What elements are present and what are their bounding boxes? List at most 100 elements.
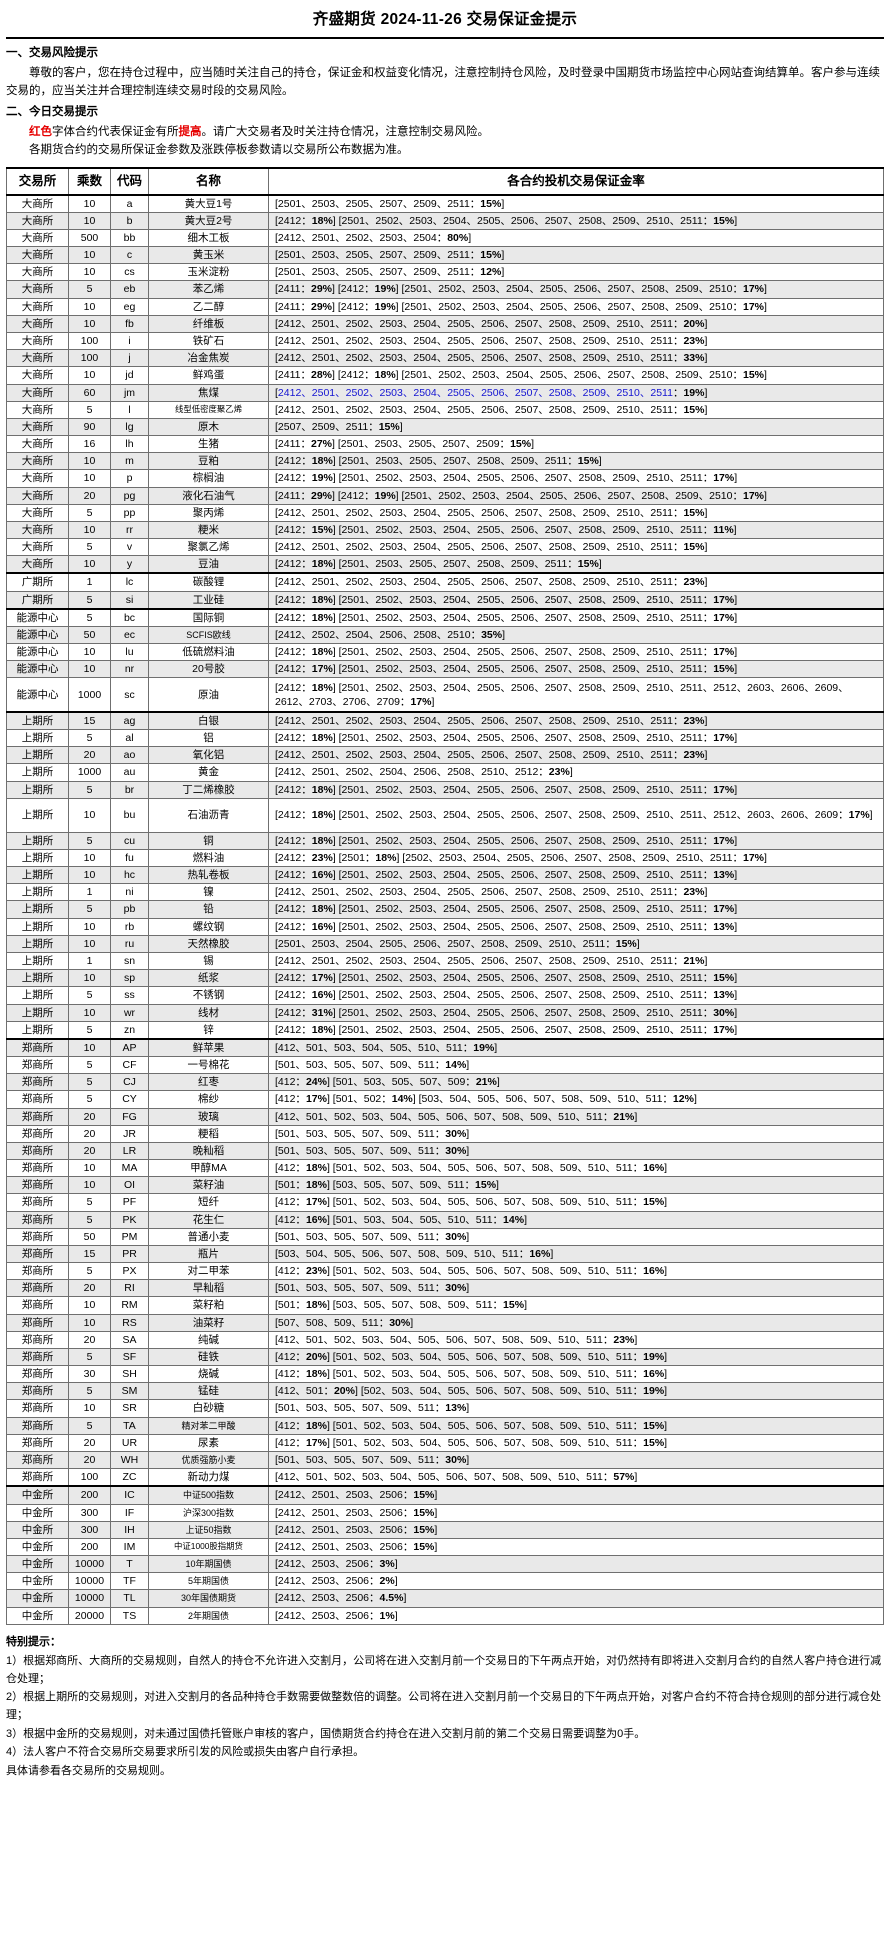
cell-code: p: [110, 469, 149, 488]
cell-exchange: 能源中心: [6, 625, 69, 645]
table-row: 上期所 1000 au 黄金 [2412、2501、2502、2504、2506、250…: [6, 763, 884, 782]
cell-exchange: 上期所: [6, 934, 69, 954]
cell-exchange: 上期所: [6, 797, 69, 833]
cell-name: 玉米淀粉: [148, 263, 269, 282]
cell-margin-rate: [501、503、505、507、509、511：30%]: [268, 1141, 884, 1161]
table-row: 郑商所 100 ZC 新动力煤 [412、501、502、503、504、505、506…: [6, 1468, 884, 1487]
cell-margin-rate: [2501、2503、2504、2505、2506、2507、2508、2509…: [268, 934, 884, 954]
cell-margin-rate: [501、503、505、507、509、511：30%]: [268, 1450, 884, 1470]
table-row: 郑商所 5 CF 一号棉花 [501、503、505、507、509、511：14%]: [6, 1056, 884, 1075]
cell-code: PX: [110, 1262, 149, 1281]
cell-code: PK: [110, 1210, 149, 1229]
cell-exchange: 郑商所: [6, 1124, 69, 1143]
risk-warning-paragraph: 尊敬的客户，您在持仓过程中，应当随时关注自己的持仓，保证金和权益变化情况，注意控…: [6, 66, 880, 98]
table-row: 上期所 10 ru 天然橡胶 [2501、2503、2504、2505、2506、250…: [6, 934, 884, 954]
cell-multiplier: 20: [68, 1107, 111, 1126]
cell-exchange: 郑商所: [6, 1037, 69, 1058]
table-row: 郑商所 10 SR 白砂糖 [501、503、505、507、509、511：13%]: [6, 1399, 884, 1418]
cell-exchange: 郑商所: [6, 1262, 69, 1281]
table-row: 郑商所 20 LR 晚籼稻 [501、503、505、507、509、511：30%]: [6, 1141, 884, 1161]
cell-exchange: 郑商所: [6, 1450, 69, 1470]
cell-name: 线型低密度聚乙烯: [148, 400, 269, 419]
cell-code: jm: [110, 383, 149, 402]
cell-name: 普通小麦: [148, 1227, 269, 1246]
cell-exchange: 上期所: [6, 780, 69, 799]
cell-code: RS: [110, 1313, 149, 1332]
cell-margin-rate: [2411：28%] [2412：18%] [2501、2502、2503、25…: [268, 366, 884, 385]
cell-exchange: 大商所: [6, 486, 69, 505]
cell-code: hc: [110, 866, 149, 885]
cell-exchange: 大商所: [6, 263, 69, 282]
table-row: 大商所 5 v 聚氯乙烯 [2412、2501、2502、2503、2504、2505、…: [6, 538, 884, 557]
cell-exchange: 郑商所: [6, 1193, 69, 1212]
cell-name: 一号棉花: [148, 1056, 269, 1075]
cell-code: PF: [110, 1193, 149, 1212]
cell-name: 中证1000股指期货: [148, 1537, 269, 1557]
cell-name: 白砂糖: [148, 1399, 269, 1418]
cell-margin-rate: [412：18%] [501、502、503、504、505、506、507、5…: [268, 1365, 884, 1384]
page-title: 齐盛期货 2024-11-26 交易保证金提示: [6, 0, 884, 39]
cell-exchange: 郑商所: [6, 1107, 69, 1126]
cell-exchange: 大商所: [6, 211, 69, 230]
table-row: 大商所 60 jm 焦煤 [2412、2501、2502、2503、2504、2505、…: [6, 383, 884, 402]
cell-margin-rate: [412：18%] [501、502、503、504、505、506、507、5…: [268, 1159, 884, 1178]
cell-name: 早籼稻: [148, 1279, 269, 1298]
cell-code: CF: [110, 1056, 149, 1075]
cell-margin-rate: [2412、2501、2502、2503、2504、2505、2506、2507…: [268, 883, 884, 902]
cell-name: 聚丙烯: [148, 503, 269, 522]
cell-code: FG: [110, 1107, 149, 1126]
cell-multiplier: 10: [68, 314, 111, 334]
table-row: 郑商所 20 WH 优质强筋小麦 [501、503、505、507、509、511：30…: [6, 1450, 884, 1470]
cell-name: 铜: [148, 831, 269, 850]
cell-multiplier: 16: [68, 435, 111, 454]
cell-exchange: 大商所: [6, 503, 69, 522]
cell-multiplier: 10: [68, 1176, 111, 1195]
cell-exchange: 郑商所: [6, 1159, 69, 1178]
cell-multiplier: 300: [68, 1503, 111, 1522]
cell-code: CJ: [110, 1073, 149, 1092]
cell-code: zn: [110, 1020, 149, 1040]
cell-exchange: 大商所: [6, 193, 69, 213]
cell-margin-rate: [2411：29%] [2412：19%] [2501、2502、2503、25…: [268, 297, 884, 316]
margin-table-body: 大商所 10 a 黄大豆1号 [2501、2503、2505、2507、2509、251…: [6, 193, 884, 1625]
cell-name: 液化石油气: [148, 486, 269, 505]
cell-name: 鲜苹果: [148, 1037, 269, 1058]
table-row: 上期所 1 sn 锡 [2412、2501、2502、2503、2504、2505、25…: [6, 951, 884, 971]
cell-name: 燃料油: [148, 848, 269, 868]
cell-name: 纤维板: [148, 314, 269, 334]
cell-code: IF: [110, 1503, 149, 1522]
cell-exchange: 上期所: [6, 729, 69, 748]
cell-code: b: [110, 211, 149, 230]
cell-exchange: 郑商所: [6, 1056, 69, 1075]
cell-code: j: [110, 349, 149, 368]
cell-code: cs: [110, 263, 149, 282]
cell-name: 低硫燃料油: [148, 643, 269, 662]
cell-code: RM: [110, 1296, 149, 1315]
cell-multiplier: 10: [68, 934, 111, 954]
cell-margin-rate: [2412：18%] [2501、2502、2503、2504、2505、250…: [268, 211, 884, 230]
cell-code: au: [110, 763, 149, 782]
cell-name: 工业硅: [148, 590, 269, 610]
cell-code: cu: [110, 831, 149, 850]
cell-margin-rate: [2412、2501、2502、2503、2504、2505、2506、2507…: [268, 746, 884, 765]
cell-code: bc: [110, 607, 149, 627]
today-notice-heading: 二、今日交易提示: [6, 105, 98, 118]
table-row: 郑商所 30 SH 烧碱 [412：18%] [501、502、503、504、505、…: [6, 1365, 884, 1384]
cell-exchange: 上期所: [6, 883, 69, 902]
cell-margin-rate: [2412、2501、2502、2503、2504、2505、2506、2507…: [268, 314, 884, 334]
table-row: 能源中心 5 bc 国际铜 [2412：18%] [2501、2502、2503、250…: [6, 607, 884, 627]
cell-multiplier: 5: [68, 538, 111, 557]
cell-multiplier: 5: [68, 900, 111, 919]
cell-exchange: 上期所: [6, 710, 69, 731]
cell-exchange: 大商所: [6, 246, 69, 265]
cell-exchange: 郑商所: [6, 1073, 69, 1092]
cell-code: si: [110, 590, 149, 610]
cell-name: 聚氯乙烯: [148, 538, 269, 557]
cell-multiplier: 20: [68, 1279, 111, 1298]
cell-multiplier: 5: [68, 1262, 111, 1281]
table-row: 大商所 10 jd 鲜鸡蛋 [2411：28%] [2412：18%] [2501、25…: [6, 366, 884, 385]
column-header-name: 名称: [148, 166, 269, 196]
cell-margin-rate: [412、501、502、503、504、505、506、507、508、509…: [268, 1330, 884, 1349]
cell-multiplier: 60: [68, 383, 111, 402]
cell-multiplier: 5: [68, 1347, 111, 1367]
